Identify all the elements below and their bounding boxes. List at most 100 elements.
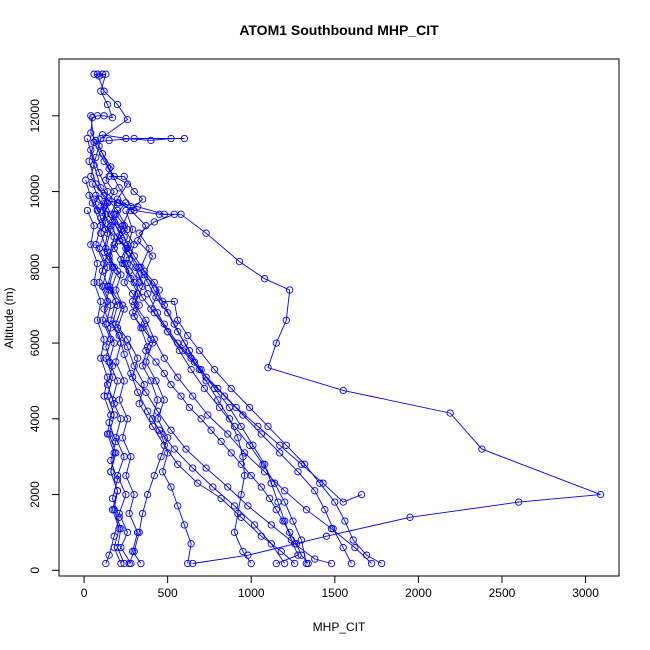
- data-point: [272, 339, 280, 347]
- series-1: [87, 70, 299, 568]
- data-point: [133, 388, 142, 396]
- data-point: [118, 434, 127, 442]
- data-point: [105, 551, 113, 559]
- x-tick-label: 2500: [489, 586, 516, 600]
- data-point: [235, 257, 244, 266]
- data-point: [157, 430, 165, 438]
- data-point: [122, 490, 130, 499]
- data-point: [98, 70, 107, 78]
- data-point: [189, 392, 197, 400]
- data-point: [292, 540, 301, 548]
- data-point: [127, 453, 135, 461]
- data-point: [237, 422, 245, 431]
- data-point: [155, 426, 163, 434]
- data-point: [98, 316, 107, 324]
- data-point: [90, 70, 98, 78]
- data-point: [185, 403, 194, 412]
- data-point: [272, 559, 280, 568]
- data-point: [107, 225, 115, 234]
- data-point: [446, 409, 454, 417]
- data-point: [103, 430, 112, 438]
- data-point: [347, 559, 356, 568]
- data-point: [150, 471, 158, 480]
- data-point: [174, 502, 182, 510]
- data-point: [277, 547, 285, 556]
- data-point: [164, 328, 172, 336]
- data-point: [87, 146, 95, 154]
- data-point: [88, 114, 97, 122]
- data-point: [100, 335, 108, 343]
- data-point: [135, 528, 143, 537]
- y-tick-label: 4000: [28, 405, 42, 432]
- data-point: [239, 547, 247, 556]
- series-line: [100, 206, 299, 564]
- data-point: [339, 386, 347, 395]
- data-point: [130, 312, 138, 321]
- data-point: [145, 244, 153, 253]
- data-point: [265, 494, 274, 503]
- data-point: [230, 528, 239, 537]
- data-point: [90, 278, 98, 287]
- data-point: [95, 278, 103, 287]
- data-point: [204, 411, 212, 419]
- data-point: [237, 460, 245, 468]
- data-point: [130, 134, 138, 143]
- series-line: [113, 214, 192, 564]
- data-point: [107, 456, 115, 465]
- data-point: [97, 354, 105, 362]
- data-point: [107, 210, 115, 218]
- data-point: [160, 301, 168, 309]
- data-point: [147, 377, 155, 385]
- data-point: [209, 483, 217, 491]
- series-line: [98, 145, 372, 564]
- data-point: [240, 449, 249, 457]
- data-point: [122, 244, 130, 253]
- data-point: [239, 411, 247, 419]
- data-point: [112, 210, 120, 218]
- data-point: [147, 136, 155, 145]
- data-point: [167, 381, 175, 389]
- data-point: [135, 271, 143, 279]
- series-line: [93, 198, 286, 564]
- data-point: [184, 559, 192, 568]
- series-line: [90, 74, 296, 564]
- data-point: [147, 335, 155, 343]
- data-point: [282, 316, 290, 324]
- data-point: [138, 509, 147, 518]
- data-point: [87, 129, 95, 137]
- data-point: [93, 112, 102, 120]
- data-point: [95, 72, 103, 80]
- data-point: [113, 543, 122, 552]
- data-point: [304, 559, 312, 568]
- data-point: [217, 494, 225, 503]
- data-point: [148, 422, 157, 431]
- data-point: [110, 449, 118, 457]
- data-point: [113, 100, 122, 109]
- data-point: [227, 449, 235, 457]
- data-point: [267, 521, 275, 529]
- data-point: [164, 449, 172, 457]
- data-point: [170, 297, 178, 306]
- data-point: [128, 373, 137, 381]
- data-point: [130, 490, 138, 499]
- y-tick-label: 12000: [28, 99, 42, 133]
- x-axis: 0 500 1000 1500 2000 2500 3000: [81, 575, 599, 600]
- data-point: [406, 513, 414, 521]
- y-tick-label: 8000: [28, 254, 42, 281]
- data-point: [123, 335, 132, 343]
- data-point: [291, 559, 299, 568]
- series-7: [90, 195, 289, 568]
- data-point: [127, 275, 135, 283]
- data-point: [294, 468, 302, 476]
- data-point: [180, 521, 189, 529]
- data-point: [113, 487, 122, 495]
- x-tick-label: 1000: [238, 586, 265, 600]
- data-point: [170, 445, 178, 453]
- data-point: [150, 218, 158, 226]
- data-point: [164, 309, 172, 317]
- series-18: [110, 210, 195, 568]
- x-tick-label: 500: [158, 586, 178, 600]
- data-point: [224, 483, 232, 491]
- data-point: [90, 138, 98, 146]
